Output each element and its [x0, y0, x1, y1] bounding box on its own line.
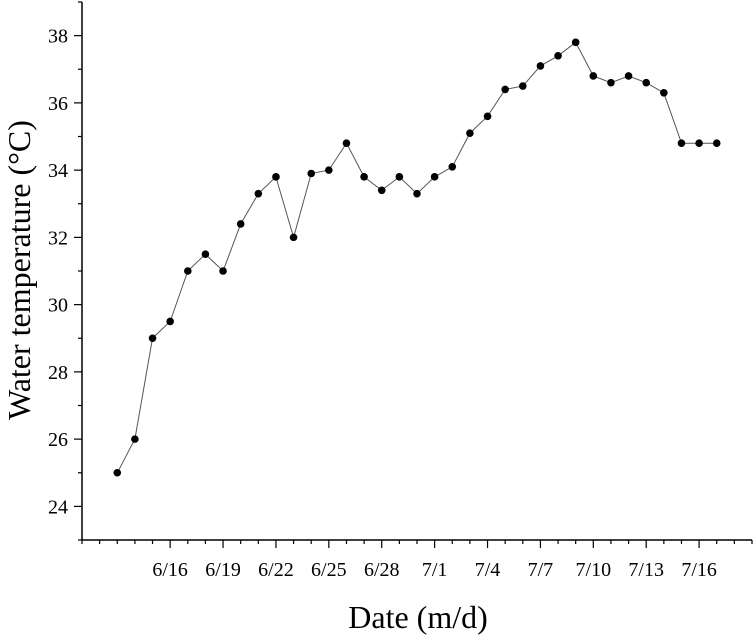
- x-tick-label: 6/25: [311, 559, 347, 581]
- data-point: [554, 52, 562, 60]
- data-point: [201, 250, 210, 258]
- data-point: [254, 189, 263, 198]
- data-point: [607, 78, 615, 87]
- x-tick-label: 6/19: [205, 559, 241, 581]
- data-point: [660, 88, 668, 97]
- y-tick-label: 28: [48, 362, 68, 384]
- data-point: [624, 72, 633, 80]
- y-axis-title: Water temperature (°C): [1, 120, 37, 420]
- data-point: [113, 468, 122, 477]
- data-point: [536, 62, 545, 70]
- axes: [81, 2, 752, 541]
- data-point: [571, 38, 580, 47]
- data-point: [518, 82, 527, 90]
- x-tick-label: 7/16: [681, 559, 717, 581]
- data-point: [183, 267, 192, 275]
- data-point: [501, 85, 509, 94]
- data-point: [483, 112, 492, 121]
- data-point: [642, 78, 651, 87]
- y-tick-label: 32: [48, 227, 68, 249]
- x-tick-label: 6/22: [258, 559, 294, 581]
- x-axis-title: Date (m/d): [348, 599, 488, 635]
- data-point: [219, 267, 227, 275]
- data-point: [131, 435, 139, 443]
- data-point: [466, 129, 474, 137]
- data-series: [113, 38, 721, 477]
- data-point: [677, 139, 686, 148]
- data-point: [325, 166, 333, 174]
- x-tick-label: 7/7: [528, 559, 554, 581]
- y-tick-label: 36: [48, 93, 68, 115]
- data-point: [395, 173, 404, 181]
- data-point: [289, 233, 298, 242]
- x-tick-label: 7/10: [576, 559, 612, 581]
- data-point: [430, 173, 439, 181]
- y-tick-label: 24: [48, 496, 68, 518]
- ticks: 24 26 28 30 32 34 36 38 6/16 6/19 6/22 6/25 6/28 7/1 7…: [48, 1, 753, 581]
- data-point: [377, 186, 386, 195]
- data-point: [307, 169, 316, 178]
- data-point: [695, 139, 703, 148]
- data-point: [166, 317, 174, 326]
- y-tick-label: 38: [48, 26, 68, 48]
- x-tick-label: 7/13: [628, 559, 664, 581]
- x-tick-label: 7/1: [422, 559, 448, 581]
- data-point: [712, 139, 721, 148]
- x-tick-label: 6/16: [152, 559, 188, 581]
- y-tick-label: 30: [48, 295, 68, 317]
- data-point: [413, 189, 421, 198]
- series-line: [116, 41, 717, 474]
- y-tick-label: 34: [48, 160, 68, 182]
- data-point: [589, 72, 598, 80]
- data-point: [342, 139, 351, 148]
- data-point: [236, 220, 245, 228]
- data-point: [148, 334, 157, 343]
- x-tick-label: 7/4: [475, 559, 501, 581]
- data-point: [448, 162, 457, 171]
- x-tick-label: 6/28: [364, 559, 400, 581]
- data-point: [272, 173, 280, 181]
- y-tick-label: 26: [48, 429, 68, 451]
- data-point: [360, 173, 368, 181]
